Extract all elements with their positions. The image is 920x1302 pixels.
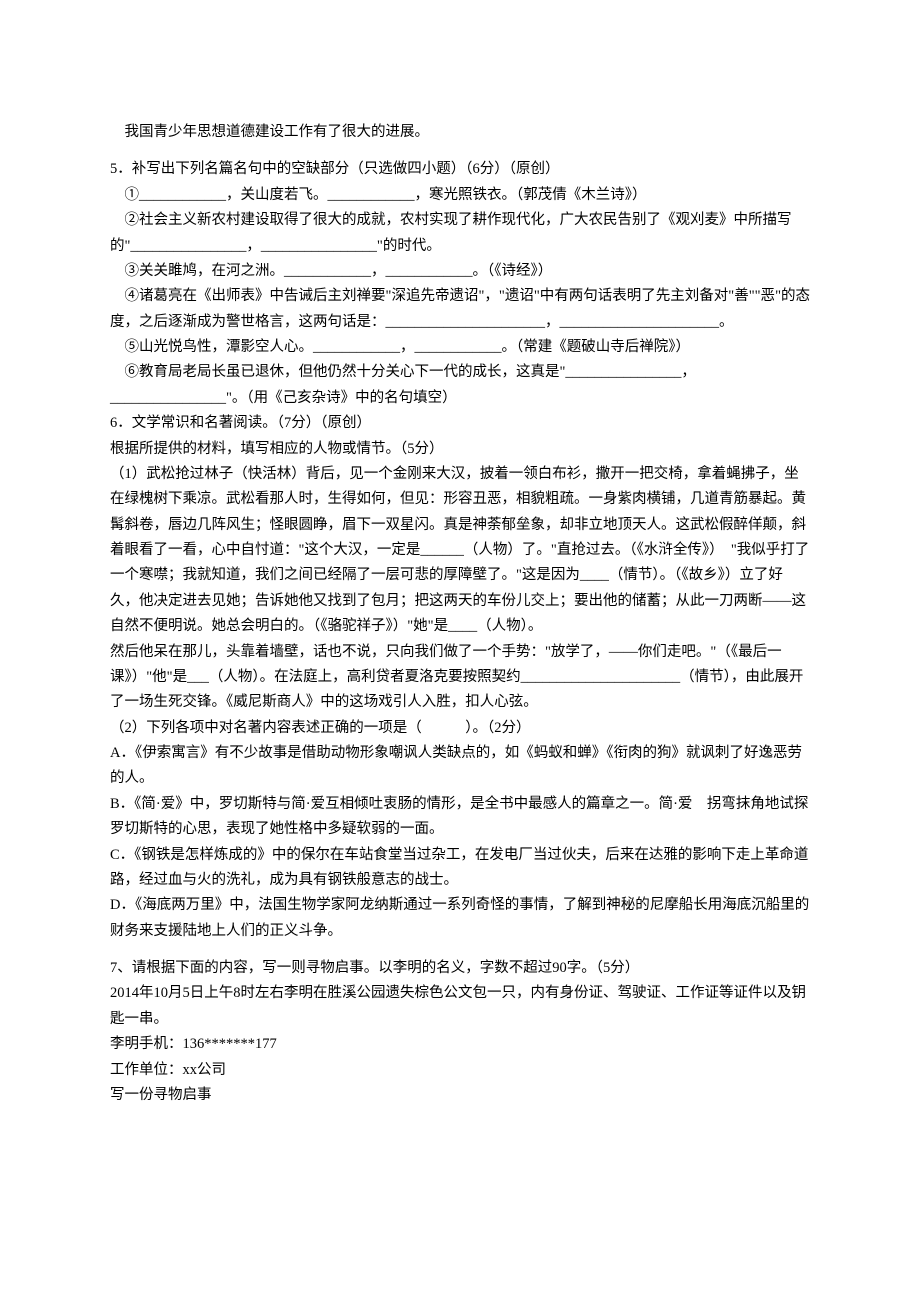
paragraph-prev-fragment: 我国青少年思想道德建设工作有了很大的进展。	[110, 120, 810, 145]
q6-part1-passage-a: （1）武松抢过林子（快活林）背后，见一个金刚来大汉，披着一领白布衫，撒开一把交椅…	[110, 462, 810, 640]
q5-stem: 5．补写出下列名篇名句中的空缺部分（只选做四小题）（6分）（原创）	[110, 157, 810, 182]
q6-option-b: B．《简·爱》中，罗切斯特与简·爱互相倾吐衷肠的情形，是全书中最感人的篇章之一。…	[110, 792, 810, 843]
q6-option-a: A．《伊索寓言》有不少故事是借助动物形象嘲讽人类缺点的，如《蚂蚁和蝉》《衔肉的狗…	[110, 741, 810, 792]
q5-item-2: ②社会主义新农村建设取得了很大的成就，农村实现了耕作现代化，广大农民告别了《观刈…	[110, 208, 810, 259]
q6-substem: 根据所提供的材料，填写相应的人物或情节。（5分）	[110, 437, 810, 462]
q7-detail-unit: 工作单位：xx公司	[110, 1058, 810, 1083]
q6-part1-passage-b: 然后他呆在那儿，头靠着墙壁，话也不说，只向我们做了一个手势："放学了，——你们走…	[110, 640, 810, 716]
q6-option-c: C．《钢铁是怎样炼成的》中的保尔在车站食堂当过杂工，在发电厂当过伙夫，后来在达雅…	[110, 843, 810, 894]
q5-item-4: ④诸葛亮在《出师表》中告诫后主刘禅要"深追先帝遗诏"，"遗诏"中有两句话表明了先…	[110, 284, 810, 335]
q5-item-1: ①____________，关山度若飞。____________，寒光照铁衣。（…	[110, 183, 810, 208]
q5-item-5: ⑤山光悦鸟性，潭影空人心。____________，____________。（…	[110, 335, 810, 360]
q6-stem: 6．文学常识和名著阅读。（7分）（原创）	[110, 411, 810, 436]
q5-item-6: ⑥教育局老局长虽已退休，但他仍然十分关心下一代的成长，这真是"_________…	[110, 360, 810, 411]
spacer	[110, 944, 810, 956]
q7-stem: 7、请根据下面的内容，写一则寻物启事。以李明的名义，字数不超过90字。（5分）	[110, 956, 810, 981]
q7-instruction: 写一份寻物启事	[110, 1083, 810, 1108]
q6-part2-stem: （2）下列各项中对名著内容表述正确的一项是（ ）。（2分）	[110, 716, 810, 741]
spacer	[110, 145, 810, 157]
q5-item-3: ③关关雎鸠，在河之洲。____________，____________。（《诗…	[110, 259, 810, 284]
q7-detail-phone: 李明手机：136*******177	[110, 1032, 810, 1057]
q6-option-d: D．《海底两万里》中，法国生物学家阿龙纳斯通过一系列奇怪的事情，了解到神秘的尼摩…	[110, 893, 810, 944]
q7-detail-1: 2014年10月5日上午8时左右李明在胜溪公园遗失棕色公文包一只，内有身份证、驾…	[110, 981, 810, 1032]
document-page: 我国青少年思想道德建设工作有了很大的进展。 5．补写出下列名篇名句中的空缺部分（…	[0, 0, 920, 1302]
